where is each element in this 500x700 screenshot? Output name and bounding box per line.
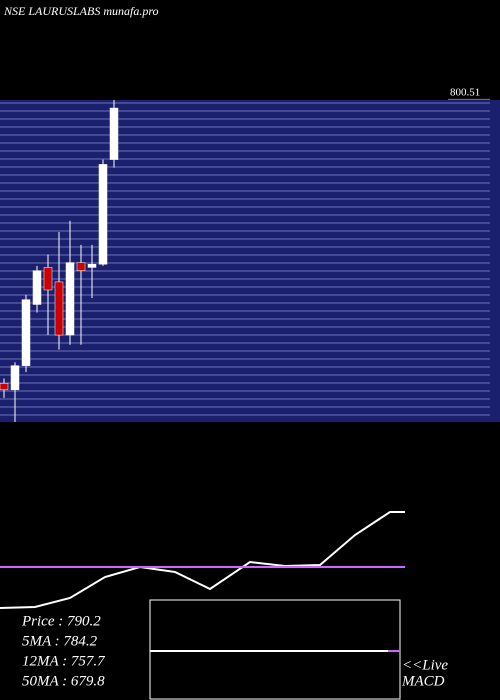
candle-body — [0, 383, 9, 391]
candle-body — [109, 107, 119, 160]
candle-body — [43, 267, 53, 291]
info-row: 5MA : 784.2 — [22, 633, 98, 649]
macd-box — [149, 599, 401, 700]
info-row: 12MA : 757.7 — [22, 653, 106, 669]
candle-body — [87, 263, 97, 268]
candle-body — [98, 164, 108, 265]
candle-body — [76, 262, 86, 271]
info-row: Price : 790.2 — [21, 613, 101, 629]
candle-body — [54, 281, 64, 336]
candle-body — [21, 299, 31, 366]
y-tick-label: 800.51 — [450, 87, 480, 99]
price-panel — [0, 100, 500, 422]
candle-body — [10, 365, 20, 391]
info-row: 50MA : 679.8 — [22, 673, 105, 689]
indicator-line — [0, 511, 405, 609]
macd-label: MACD — [401, 673, 445, 689]
macd-live: <<Live — [402, 657, 448, 673]
chart-title: NSE LAURUSLABS munafa.pro — [3, 4, 159, 18]
panel-lines — [0, 102, 490, 416]
candle-body — [32, 270, 42, 305]
candle-body — [65, 262, 75, 336]
